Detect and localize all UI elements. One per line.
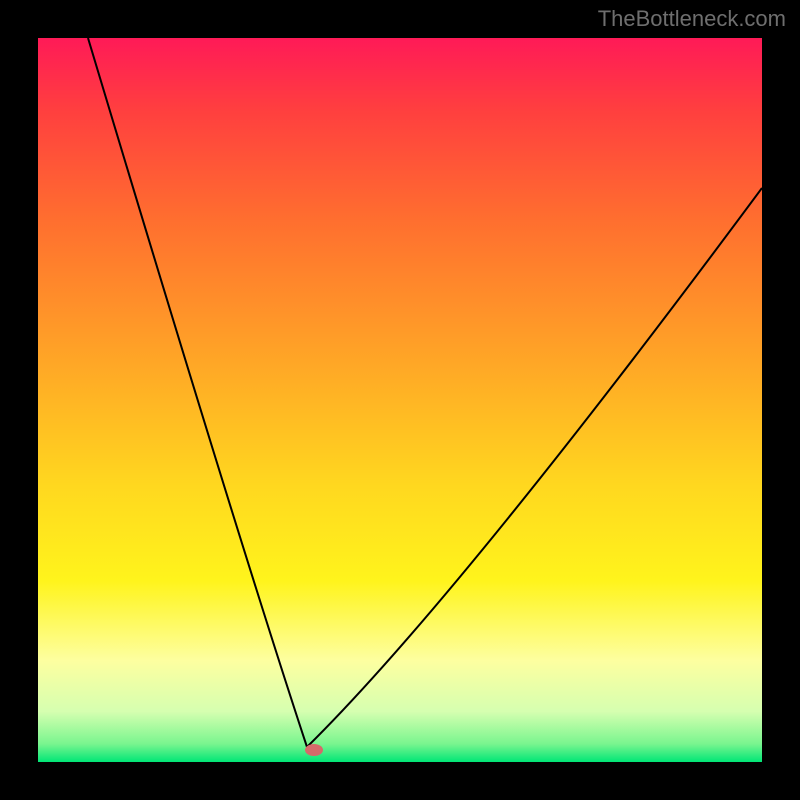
plot-area [38,38,762,762]
minimum-marker [38,38,762,762]
watermark-text: TheBottleneck.com [598,6,786,32]
chart-container: TheBottleneck.com [0,0,800,800]
